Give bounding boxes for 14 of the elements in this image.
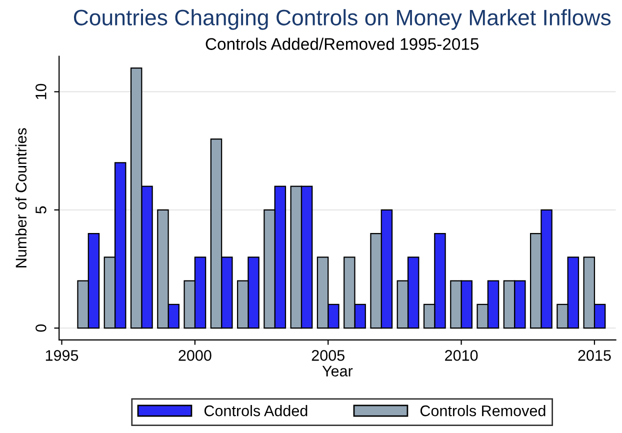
y-tick-label: 10 (36, 84, 46, 100)
y-tick-label: 0 (36, 324, 46, 332)
chart-subtitle: Controls Added/Removed 1995-2015 (206, 38, 479, 50)
y-axis-title: Number of Countries (15, 128, 27, 268)
legend-label: Controls Removed (420, 405, 546, 416)
legend-label: Controls Added (204, 405, 308, 416)
x-tick-label: 2010 (445, 350, 478, 361)
x-tick-label: 2015 (578, 350, 611, 361)
x-tick-label: 1995 (46, 350, 78, 361)
chart-title: Countries Changing Controls on Money Market Inflows (74, 9, 611, 30)
x-tick-label: 2005 (312, 350, 344, 361)
x-tick-label: 2000 (178, 350, 212, 361)
y-tick-label: 5 (36, 206, 46, 214)
x-axis-title: Year (322, 366, 353, 376)
